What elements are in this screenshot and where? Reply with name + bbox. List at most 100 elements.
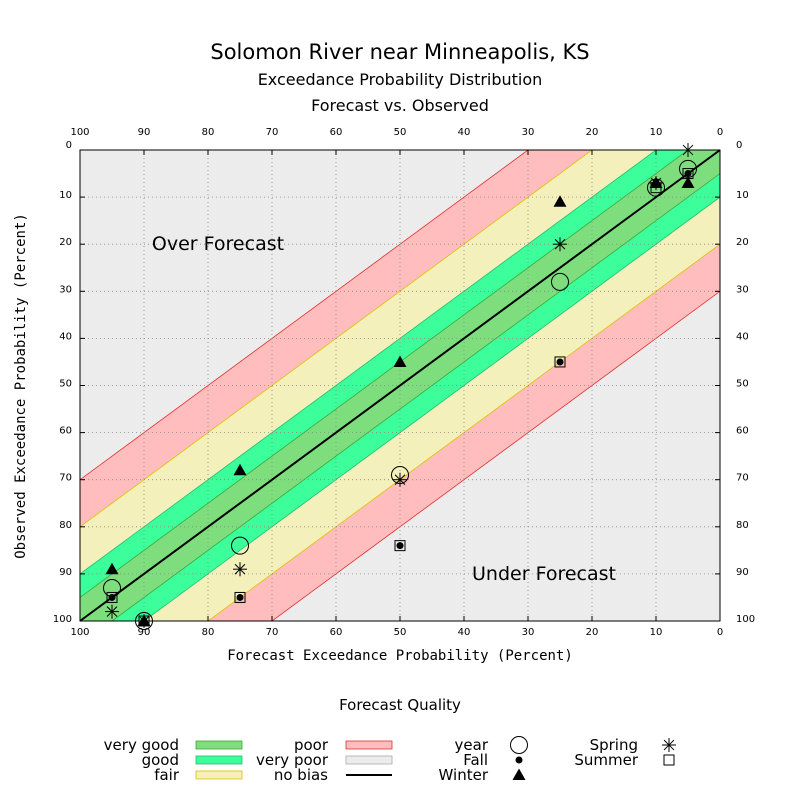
x-tick-label: 30 (522, 627, 535, 638)
point-spring (393, 472, 407, 487)
legend-triangle-icon (512, 768, 526, 780)
x-tick-label-top: 100 (70, 127, 89, 138)
x-tick-label: 10 (650, 627, 663, 638)
legend-square-icon (663, 754, 675, 766)
legend-label-year: year (455, 736, 489, 754)
y-tick-label: 100 (53, 614, 72, 625)
point-spring (553, 237, 567, 252)
point-winter (105, 562, 119, 575)
annotation-over-forecast: Over Forecast (152, 233, 284, 255)
y-tick-label-right: 70 (736, 473, 749, 484)
data-points (103, 143, 697, 630)
point-spring (105, 604, 119, 619)
x-tick-label: 20 (586, 627, 599, 638)
y-tick-label: 30 (59, 284, 72, 295)
x-tick-label: 90 (138, 627, 151, 638)
legend-label-poor: poor (294, 736, 329, 754)
chart-subtitle-2: Forecast vs. Observed (311, 96, 489, 115)
x-tick-label-top: 60 (330, 127, 343, 138)
point-spring (681, 143, 695, 157)
point-fall (652, 179, 660, 187)
x-tick-label: 50 (394, 627, 407, 638)
point-fall (684, 170, 692, 178)
no-bias-line (79, 149, 721, 622)
y-tick-label: 70 (59, 473, 72, 484)
x-tick-label-top: 70 (266, 127, 279, 138)
y-tick-label: 80 (59, 520, 72, 531)
legend-label-very-good: very good (104, 736, 179, 754)
point-summer (106, 591, 118, 603)
legend-swatch-fair (195, 770, 243, 780)
x-tick-label: 100 (70, 627, 89, 638)
y-tick-label-right: 0 (736, 140, 742, 151)
legend-label-fair: fair (154, 766, 180, 784)
legend-title: Forecast Quality (339, 696, 461, 714)
legend-asterisk-icon (662, 738, 676, 752)
x-tick-label-top: 50 (394, 127, 407, 138)
point-fall (108, 593, 116, 601)
y-tick-label-right: 20 (736, 237, 749, 248)
legend-swatch-poor (345, 740, 393, 750)
legend-swatch-very-good (195, 740, 243, 750)
point-summer (554, 356, 566, 368)
legend-label-good: good (142, 751, 179, 769)
point-fall (140, 617, 148, 625)
point-year (551, 272, 569, 291)
y-tick-label: 20 (59, 237, 72, 248)
legend-dot-icon (515, 756, 523, 764)
y-tick-label-right: 100 (736, 614, 755, 625)
x-tick-label: 60 (330, 627, 343, 638)
y-tick-label-right: 80 (736, 520, 749, 531)
point-summer (394, 540, 406, 552)
x-tick-label: 70 (266, 627, 279, 638)
x-tick-label: 40 (458, 627, 471, 638)
y-tick-label-right: 10 (736, 190, 749, 201)
point-winter (393, 355, 407, 367)
x-tick-label-top: 10 (650, 127, 663, 138)
x-axis-label: Forecast Exceedance Probability (Percent… (227, 648, 573, 664)
y-tick-label-right: 30 (736, 284, 749, 295)
point-winter (233, 463, 247, 476)
y-tick-label-right: 90 (736, 567, 749, 578)
legend-label-winter: Winter (439, 766, 489, 784)
y-tick-label-right: 40 (736, 331, 749, 342)
legend-label-fall: Fall (463, 751, 488, 769)
point-fall (236, 593, 244, 601)
y-tick-label: 10 (59, 190, 72, 201)
legend-label-spring: Spring (590, 736, 638, 754)
legend-circle-icon (510, 736, 528, 754)
legend-swatch-good (195, 755, 243, 765)
point-fall (556, 358, 564, 366)
point-fall (396, 542, 404, 550)
x-tick-label-top: 0 (717, 127, 723, 138)
point-winter (681, 176, 695, 188)
y-tick-label-right: 60 (736, 426, 749, 437)
x-tick-label-top: 20 (586, 127, 599, 138)
y-tick-label-right: 50 (736, 379, 749, 390)
x-tick-label-top: 80 (202, 127, 215, 138)
x-tick-label: 0 (717, 627, 723, 638)
y-axis-label: Observed Exceedance Probability (Percent… (13, 213, 29, 559)
y-tick-label: 60 (59, 426, 72, 437)
point-winter (553, 195, 567, 207)
x-tick-label-top: 90 (138, 127, 151, 138)
y-tick-label: 90 (59, 567, 72, 578)
legend-label-no-bias: no bias (274, 766, 328, 784)
chart-title: Solomon River near Minneapolis, KS (210, 40, 590, 64)
point-year (231, 536, 249, 555)
point-year (135, 612, 153, 630)
legend-label-summer: Summer (574, 751, 638, 769)
y-tick-label: 50 (59, 379, 72, 390)
y-tick-label: 40 (59, 331, 72, 342)
y-tick-label: 0 (66, 140, 72, 151)
point-summer (234, 591, 246, 603)
annotation-under-forecast: Under Forecast (472, 563, 616, 585)
x-tick-label-top: 30 (522, 127, 535, 138)
chart-subtitle: Exceedance Probability Distribution (257, 70, 543, 89)
point-spring (233, 562, 247, 577)
legend-swatch-very-poor (345, 755, 393, 765)
x-tick-label: 80 (202, 627, 215, 638)
legend-label-very-poor: very poor (256, 751, 329, 769)
x-tick-label-top: 40 (458, 127, 471, 138)
